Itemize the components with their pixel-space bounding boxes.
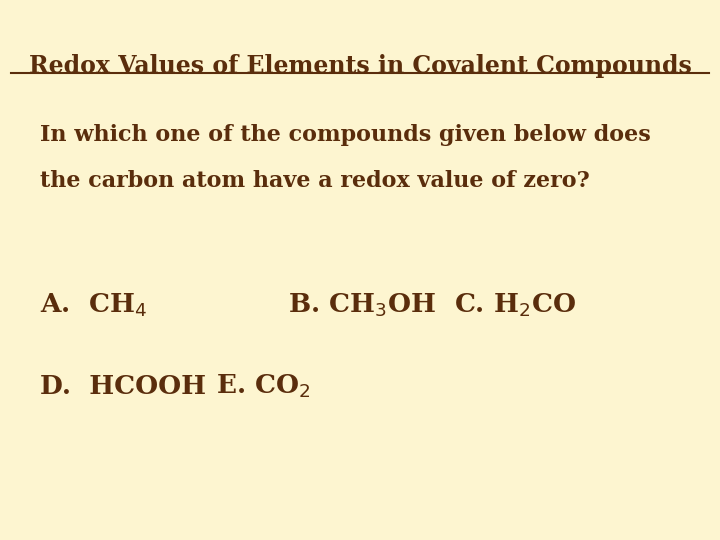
- Text: A.  CH$_4$: A. CH$_4$: [40, 292, 147, 319]
- Text: the carbon atom have a redox value of zero?: the carbon atom have a redox value of ze…: [40, 170, 590, 192]
- Text: B. CH$_3$OH: B. CH$_3$OH: [288, 292, 436, 319]
- Text: Redox Values of Elements in Covalent Compounds: Redox Values of Elements in Covalent Com…: [29, 54, 691, 78]
- Text: E. CO$_2$: E. CO$_2$: [216, 373, 311, 400]
- Text: In which one of the compounds given below does: In which one of the compounds given belo…: [40, 124, 650, 146]
- Text: D.  HCOOH: D. HCOOH: [40, 374, 206, 399]
- Text: C. H$_2$CO: C. H$_2$CO: [454, 292, 575, 319]
